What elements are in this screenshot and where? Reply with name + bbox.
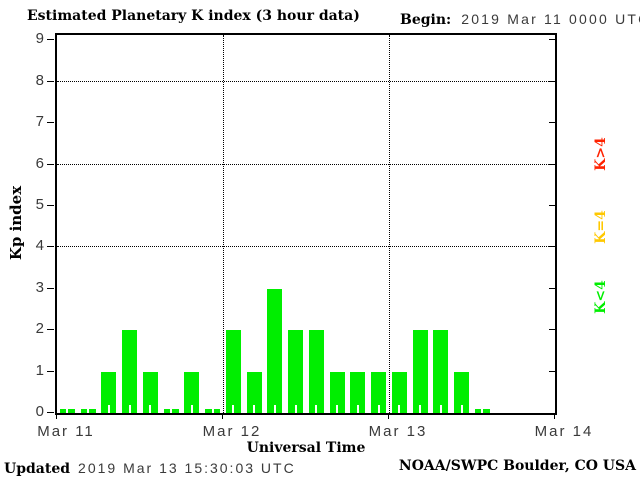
updated-label: Updated [4,461,71,477]
y-axis-tick-right [549,329,555,330]
kp-bar [184,372,199,413]
y-axis-tick-right [549,288,555,289]
begin-timestamp: 2019 Mar 11 0000 UTC [461,11,640,27]
x-minor-tick [398,405,400,413]
x-tick-label: Mar 12 [202,423,262,440]
kp-bar [288,330,303,413]
kp-bar [143,372,158,413]
x-minor-tick [274,405,276,413]
y-axis-tick-left [47,288,54,289]
kp-bar [350,372,365,413]
kp-bar [247,372,262,413]
kp-bar [309,330,324,413]
legend-k-below-4: K<4 [593,280,609,314]
kp-bar [454,372,469,413]
y-axis-title: Kp index [7,185,25,261]
y-axis-tick-right [549,164,555,165]
x-minor-tick [253,405,255,413]
gridline-horizontal [57,246,555,248]
kp-bar [371,372,386,413]
y-tick-label: 2 [35,320,44,337]
x-minor-tick [419,405,421,413]
kp-bar [413,330,428,413]
x-minor-tick [315,405,317,413]
y-tick-label: 7 [35,113,44,130]
y-axis-tick-left [47,329,54,330]
legend-k-equal-4: K=4 [593,210,609,244]
x-minor-tick [357,405,359,413]
legend-k-above-4: K>4 [593,137,609,171]
begin-row: Begin: 2019 Mar 11 0000 UTC [400,9,640,28]
x-minor-tick [378,405,380,413]
y-axis-tick-left [47,164,54,165]
gridline-horizontal [57,163,555,165]
kp-bar [267,289,282,413]
day-boundary-line [223,35,224,413]
y-axis-tick-right [549,39,555,40]
credit-text: NOAA/SWPC Boulder, CO USA [398,458,636,474]
kp-bar [392,372,407,413]
x-minor-tick [66,405,68,413]
y-axis-tick-left [47,122,54,123]
y-axis-tick-right [549,246,555,247]
x-minor-tick [440,405,442,413]
x-minor-tick [149,405,151,413]
x-minor-tick [108,405,110,413]
plot-area [55,33,557,415]
chart-title: Estimated Planetary K index (3 hour data… [27,8,360,24]
kp-bar [101,372,116,413]
x-tick-label: Mar 14 [534,423,594,440]
y-axis-tick-left [47,246,54,247]
x-minor-tick [295,405,297,413]
y-axis-tick-right [549,122,555,123]
y-axis-tick-left [47,81,54,82]
begin-label: Begin: [400,12,452,28]
updated-timestamp: 2019 Mar 13 15:30:03 UTC [78,460,296,476]
y-axis-tick-left [47,39,54,40]
y-axis-tick-right [549,81,555,82]
x-tick-label: Mar 11 [37,423,95,440]
y-tick-label: 9 [35,30,44,47]
x-tick-label: Mar 13 [368,423,428,440]
x-minor-tick [461,405,463,413]
kp-bar [330,372,345,413]
y-tick-label: 0 [35,403,44,420]
x-minor-tick [87,405,89,413]
x-minor-tick [232,405,234,413]
y-tick-label: 1 [35,362,44,379]
x-minor-tick [129,405,131,413]
y-axis-tick-left [47,205,54,206]
day-boundary-line [389,35,390,413]
x-axis-tick [56,415,57,419]
x-minor-tick [481,405,483,413]
y-tick-label: 4 [35,237,44,254]
y-axis-tick-right [549,205,555,206]
x-axis-tick [388,415,389,419]
y-axis-tick-right [549,371,555,372]
y-tick-label: 3 [35,279,44,296]
kp-bar [122,330,137,413]
gridline-horizontal [57,80,555,82]
x-minor-tick [212,405,214,413]
y-tick-label: 5 [35,196,44,213]
kp-bar [433,330,448,413]
x-axis-tick [554,415,555,419]
y-tick-label: 6 [35,155,44,172]
x-minor-tick [191,405,193,413]
x-minor-tick [336,405,338,413]
x-minor-tick [170,405,172,413]
y-tick-label: 8 [35,72,44,89]
x-axis-tick [222,415,223,419]
y-axis-tick-left [47,412,54,413]
x-axis-title: Universal Time [246,440,366,456]
updated-row: Updated 2019 Mar 13 15:30:03 UTC [4,458,296,477]
y-axis-tick-left [47,371,54,372]
kp-bar [226,330,241,413]
